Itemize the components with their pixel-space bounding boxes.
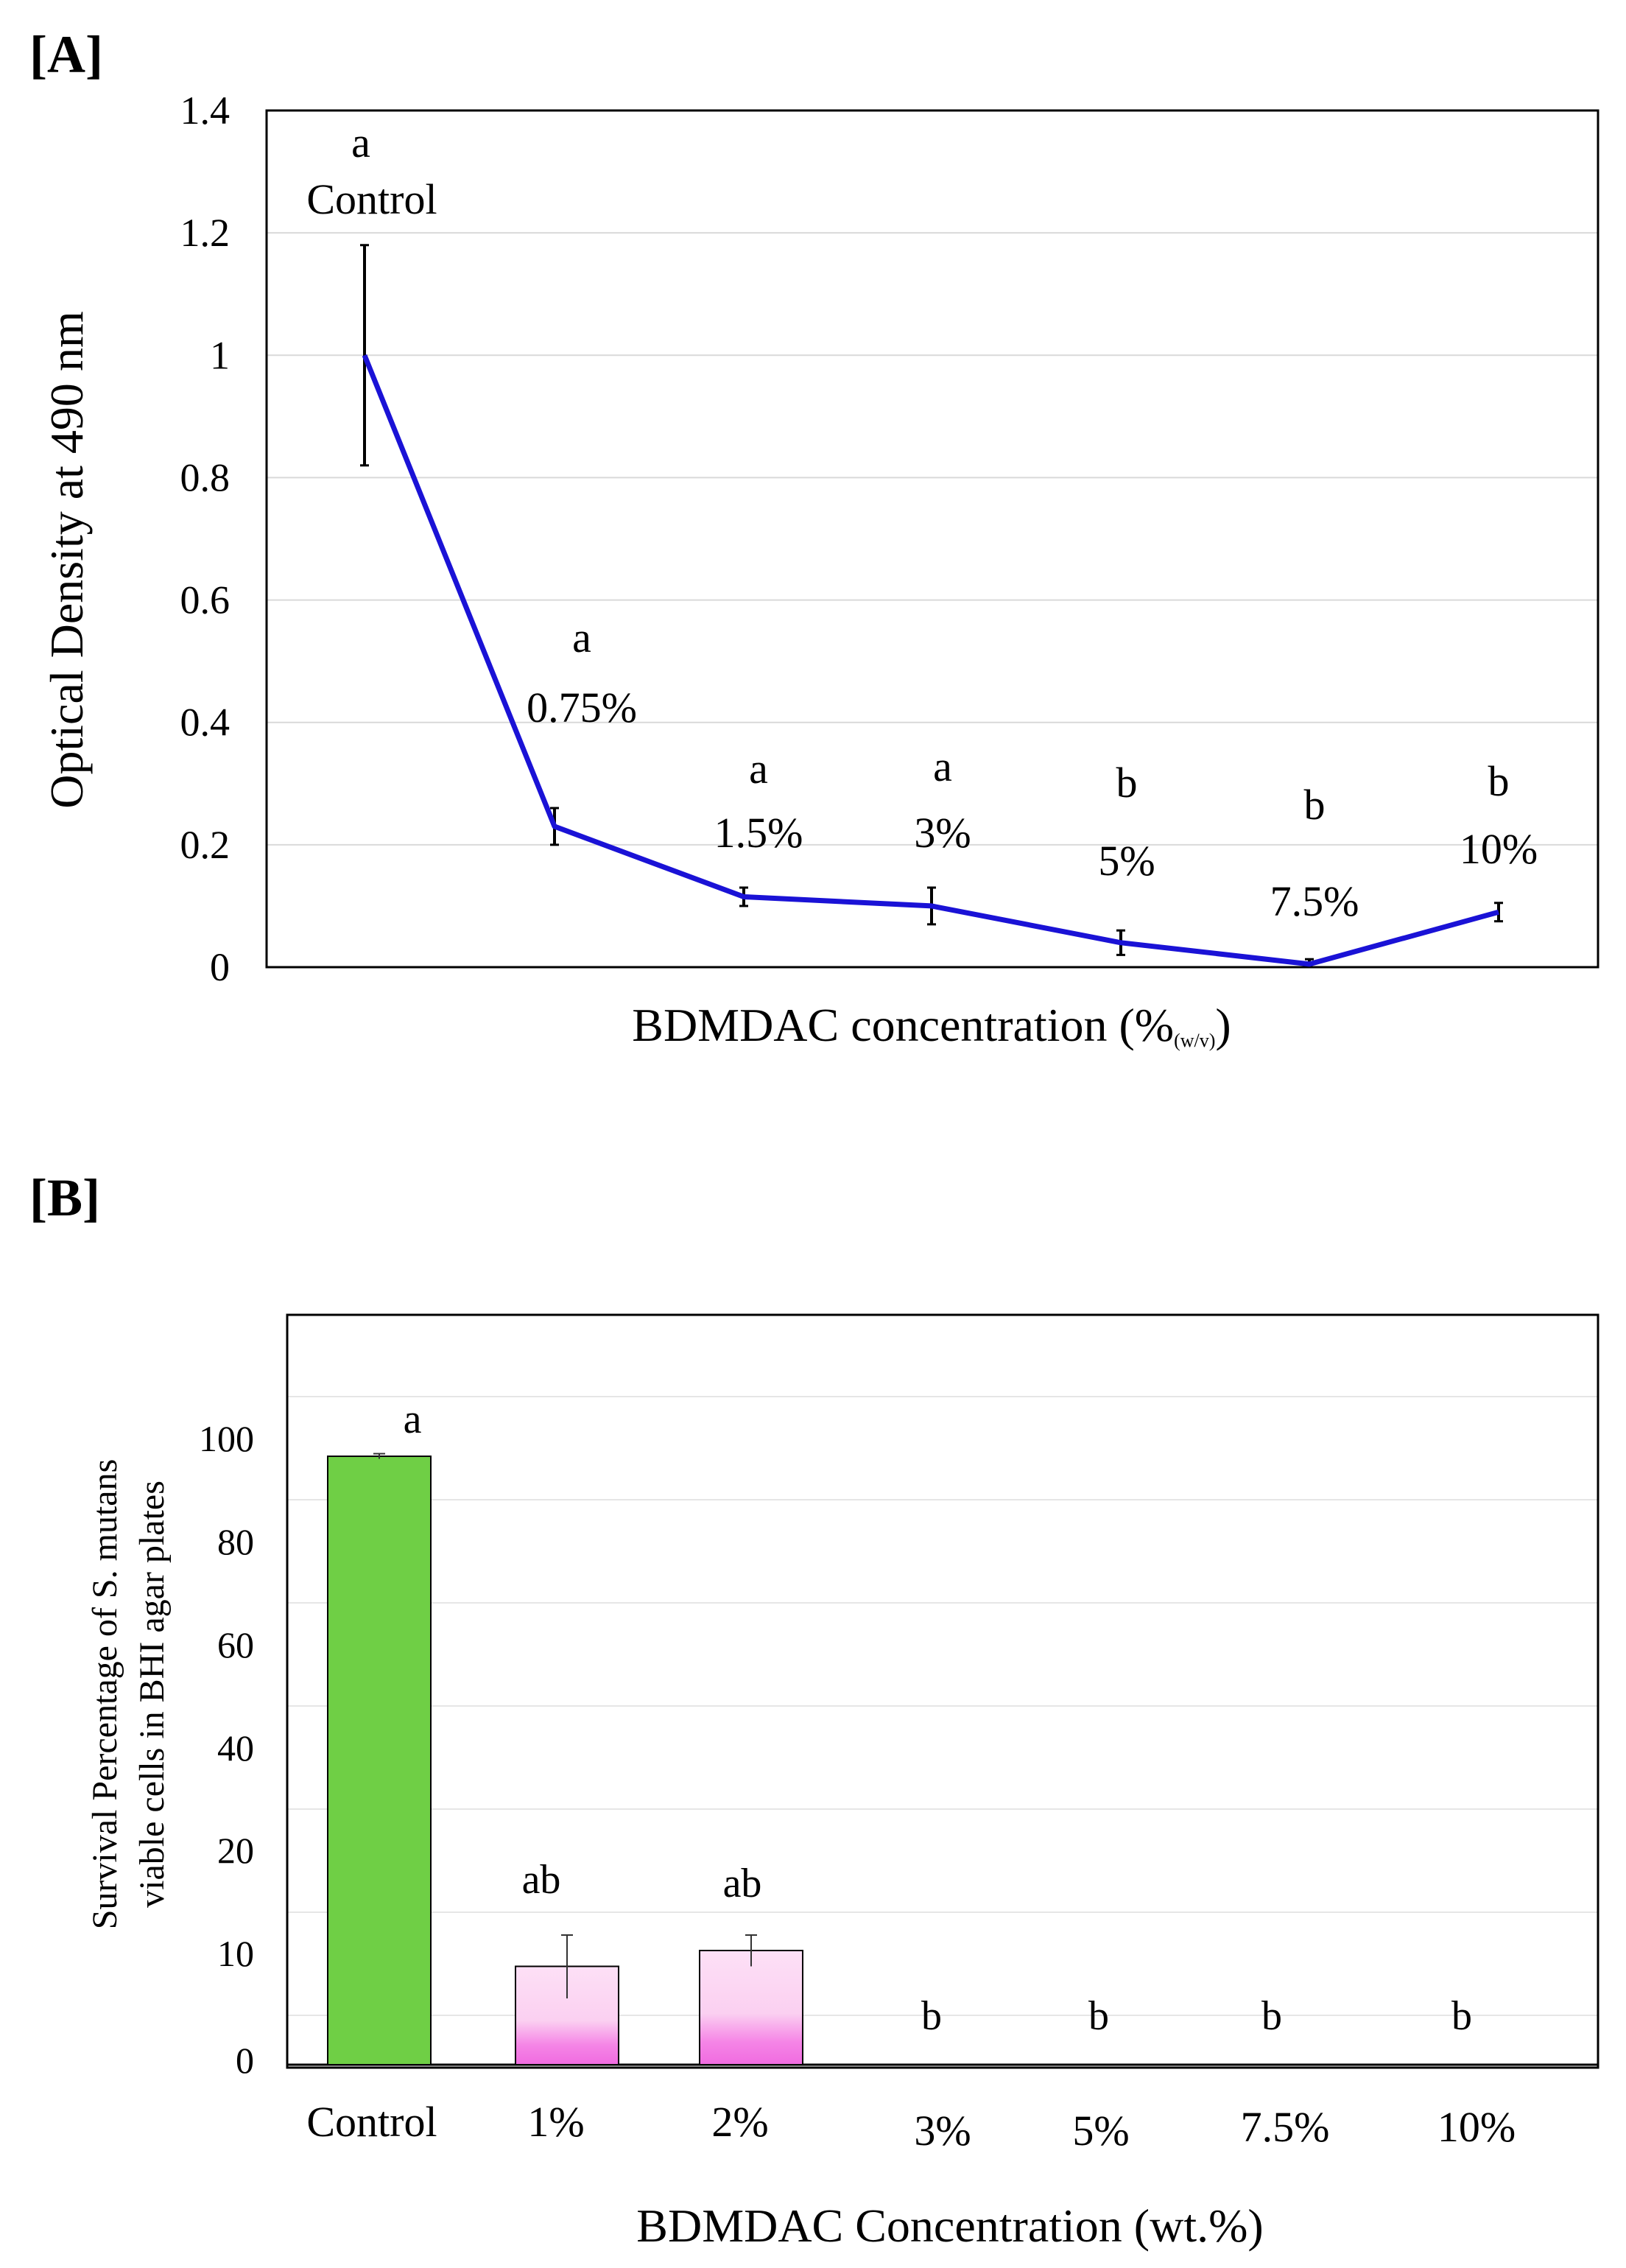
panel-a-y-tick-label: 0.2 bbox=[180, 823, 230, 867]
panel-b: [B] 0 10 20 40 60 80 100 Control 1% 2% 3% 5% 7.5% 10… bbox=[29, 1168, 1599, 2252]
panel-b-gridlines bbox=[287, 1396, 1598, 2066]
panel-b-x-tick-label: Control bbox=[306, 2098, 437, 2146]
panel-b-x-tick-label: 3% bbox=[914, 2107, 971, 2155]
panel-b-significance-letter: ab bbox=[522, 1857, 561, 1903]
panel-a: [A] 00.20.40.60.811.21.4 aControla0.75%a… bbox=[29, 25, 1599, 1051]
panel-a-label: [A] bbox=[29, 25, 103, 84]
panel-a-y-tick-label: 0.8 bbox=[180, 455, 230, 499]
panel-b-plot-frame bbox=[286, 1313, 1599, 2069]
panel-a-y-tick-label: 1.4 bbox=[180, 88, 230, 133]
panel-a-category-label: 0.75% bbox=[527, 684, 637, 731]
panel-a-category-label: 5% bbox=[1098, 837, 1155, 885]
panel-b-y-tick-label: 100 bbox=[199, 1418, 254, 1459]
panel-a-plot-frame bbox=[265, 109, 1599, 969]
panel-b-bar bbox=[699, 1950, 803, 2065]
panel-b-y-axis-label-line1: Survival Percentage of S. mutans bbox=[85, 1459, 124, 1930]
panel-b-label: [B] bbox=[29, 1168, 100, 1227]
panel-b-bars bbox=[327, 1456, 803, 2065]
panel-b-y-tick-label: 80 bbox=[217, 1521, 254, 1562]
panel-b-x-tick-label: 1% bbox=[527, 2098, 584, 2146]
panel-b-x-tick-label: 2% bbox=[711, 2098, 768, 2146]
panel-b-annotations: a ab ab b b b b bbox=[404, 1397, 1472, 2039]
panel-b-y-tick-label: 0 bbox=[236, 2040, 254, 2081]
panel-a-y-tick-label: 0.6 bbox=[180, 578, 230, 622]
panel-a-y-ticks: 0 0.2 0.4 0.6 0.8 1 1.2 1.4 bbox=[180, 88, 230, 989]
panel-a-category-label: 7.5% bbox=[1270, 877, 1359, 925]
panel-a-significance-letter: a bbox=[933, 742, 952, 790]
panel-a-y-tick-label: 0.4 bbox=[180, 701, 230, 745]
panel-a-x-axis-label-sub: (w/v) bbox=[1174, 1030, 1215, 1051]
panel-a-significance-letter: a bbox=[749, 745, 768, 793]
panel-a-x-axis-label-main: BDMDAC concentration (% bbox=[632, 999, 1174, 1051]
panel-a-annotations: a Control a 0.75% a 1.5% a 3% b 5% b 7.5% b 10% bbox=[306, 119, 1538, 925]
panel-b-y-axis-label-line2: viable cells in BHI agar plates bbox=[133, 1481, 172, 1908]
panel-b-significance-letter: b bbox=[921, 1993, 942, 2039]
panel-a-y-tick-label: 1.2 bbox=[180, 211, 230, 255]
panel-a-series-line bbox=[362, 354, 1499, 967]
panel-b-x-tick-label: 10% bbox=[1437, 2103, 1516, 2151]
panel-b-bar bbox=[327, 1456, 432, 2065]
panel-b-significance-letter: b bbox=[1261, 1993, 1282, 2039]
panel-b-x-ticks: Control 1% 2% 3% 5% 7.5% 10% bbox=[306, 2098, 1516, 2155]
panel-b-y-tick-label: 60 bbox=[217, 1624, 254, 1665]
panel-b-x-tick-label: 7.5% bbox=[1241, 2103, 1330, 2151]
panel-b-error-bars bbox=[373, 1453, 757, 1998]
panel-a-error-bars bbox=[360, 244, 1503, 969]
panel-a-y-tick-label: 0 bbox=[210, 945, 230, 989]
panel-a-category-label: Control bbox=[306, 175, 437, 223]
panel-a-x-axis-label-end: ) bbox=[1215, 999, 1231, 1051]
panel-a-significance-letter: a bbox=[572, 614, 591, 661]
panel-b-y-tick-label: 40 bbox=[217, 1727, 254, 1769]
panel-a-category-label: 3% bbox=[914, 809, 971, 857]
panel-a-category-label: 10% bbox=[1460, 825, 1538, 873]
panel-a-x-axis-label: BDMDAC concentration (%(w/v)) bbox=[632, 999, 1231, 1051]
panel-a-significance-letter: b bbox=[1304, 781, 1326, 829]
panel-b-y-tick-label: 20 bbox=[217, 1830, 254, 1871]
panel-b-significance-letter: ab bbox=[723, 1861, 762, 1906]
panel-b-y-ticks: 0 10 20 40 60 80 100 bbox=[199, 1418, 254, 2081]
panel-a-category-label: 1.5% bbox=[714, 809, 803, 857]
panel-b-x-axis-label: BDMDAC Concentration (wt.%) bbox=[636, 2199, 1263, 2252]
panel-a-gridlines bbox=[267, 232, 1598, 846]
panel-a-significance-letter: b bbox=[1488, 757, 1510, 805]
panel-a-significance-letter: a bbox=[351, 119, 370, 166]
panel-b-significance-letter: b bbox=[1451, 1993, 1472, 2039]
panel-a-y-tick-label: 1 bbox=[210, 333, 230, 377]
panel-b-significance-letter: a bbox=[404, 1397, 422, 1442]
panel-a-significance-letter: b bbox=[1116, 759, 1138, 807]
panel-b-significance-letter: b bbox=[1088, 1993, 1109, 2039]
panel-b-y-tick-label: 10 bbox=[217, 1933, 254, 1974]
panel-b-x-tick-label: 5% bbox=[1072, 2107, 1129, 2155]
panel-a-y-axis-label: Optical Density at 490 nm bbox=[41, 311, 93, 808]
